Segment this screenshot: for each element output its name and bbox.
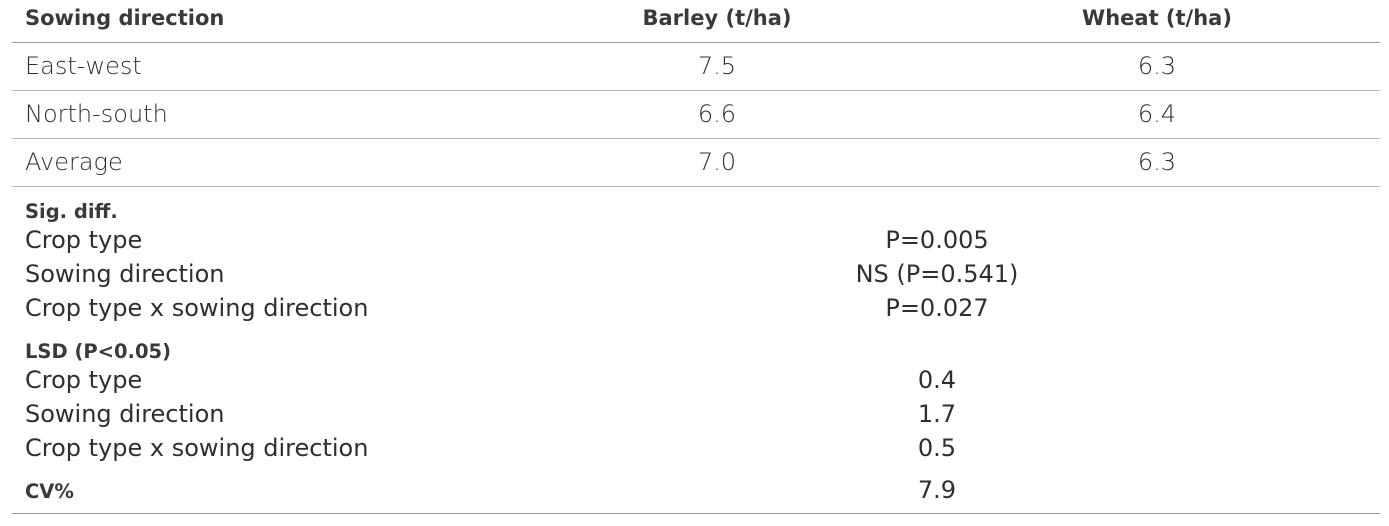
barley-value: 6.6 [697, 100, 737, 128]
table-row: Average 7.0 6.3 [12, 139, 1380, 187]
stat-label: Crop type [25, 226, 143, 254]
stat-value: P=0.005 [885, 226, 989, 254]
lsd-row: Crop type x sowing direction 0.5 [12, 433, 1380, 467]
lsd-row: Sowing direction 1.7 [12, 399, 1380, 433]
lsd-section-title: LSD (P<0.05) [12, 327, 1380, 365]
cv-value: 7.9 [917, 476, 957, 504]
header-sowing-direction: Sowing direction [25, 6, 225, 30]
stat-value: P=0.027 [885, 294, 989, 322]
stat-label: Sowing direction [25, 260, 225, 288]
table-row: East-west 7.5 6.3 [12, 43, 1380, 91]
cv-label: CV% [25, 480, 74, 503]
lsd-row: Crop type 0.4 [12, 365, 1380, 399]
barley-value: 7.0 [697, 148, 737, 176]
stat-value: 0.5 [917, 434, 957, 462]
lsd-title: LSD (P<0.05) [25, 340, 172, 363]
barley-value: 7.5 [697, 52, 737, 80]
row-label: Average [25, 148, 123, 176]
sig-diff-row: Crop type P=0.005 [12, 225, 1380, 259]
table-row: North-south 6.6 6.4 [12, 91, 1380, 139]
row-label: East-west [25, 52, 142, 80]
stat-label: Crop type x sowing direction [25, 294, 369, 322]
header-barley: Barley (t/ha) [642, 6, 792, 30]
stat-label: Crop type [25, 366, 143, 394]
wheat-value: 6.4 [1137, 100, 1177, 128]
yield-table: Sowing direction Barley (t/ha) Wheat (t/… [12, 0, 1380, 514]
sig-diff-section-title: Sig. diff. [12, 187, 1380, 225]
wheat-value: 6.3 [1137, 52, 1177, 80]
cv-row: CV% 7.9 [12, 467, 1380, 514]
stat-label: Sowing direction [25, 400, 225, 428]
table-header-row: Sowing direction Barley (t/ha) Wheat (t/… [12, 0, 1380, 43]
row-label: North-south [25, 100, 168, 128]
sig-diff-title: Sig. diff. [25, 200, 118, 223]
sig-diff-row: Sowing direction NS (P=0.541) [12, 259, 1380, 293]
stat-value: 0.4 [917, 366, 957, 394]
stat-label: Crop type x sowing direction [25, 434, 369, 462]
sig-diff-row: Crop type x sowing direction P=0.027 [12, 293, 1380, 327]
header-wheat: Wheat (t/ha) [1082, 6, 1232, 30]
stat-value: NS (P=0.541) [855, 260, 1019, 288]
wheat-value: 6.3 [1137, 148, 1177, 176]
stat-value: 1.7 [917, 400, 957, 428]
